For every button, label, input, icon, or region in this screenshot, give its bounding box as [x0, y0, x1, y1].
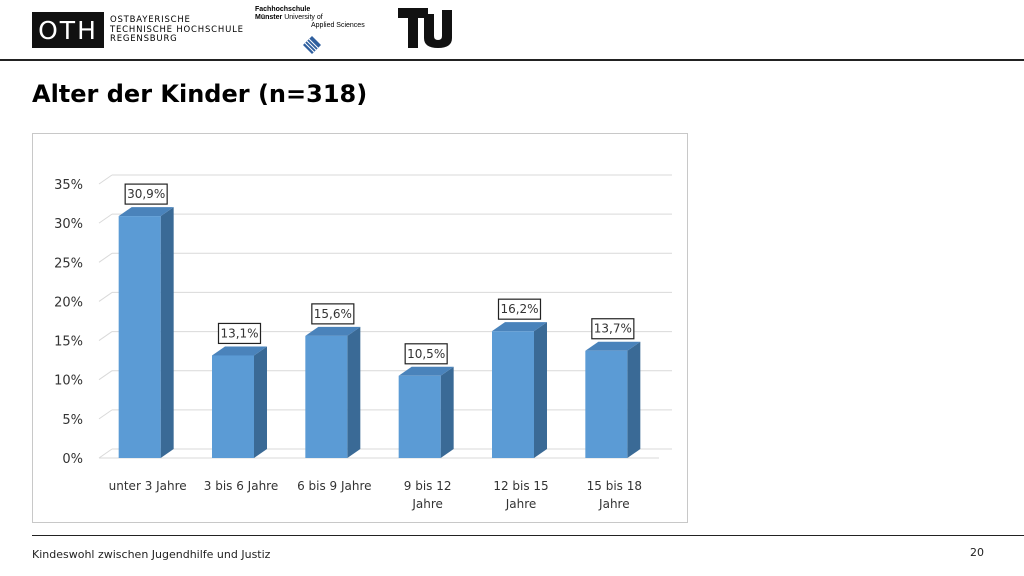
data-label: 10,5%	[407, 347, 445, 361]
bar-side	[160, 207, 174, 458]
bar-top	[398, 366, 454, 376]
chart-frame: 0% 5% 10% 15% 20% 25% 30% 35% 30,9% unter 3 Jahre…	[32, 133, 688, 523]
y-tick-label: 0%	[62, 452, 83, 467]
y-tick-label: 5%	[62, 413, 83, 428]
bar	[585, 350, 628, 458]
fh-line2-bold: Münster	[255, 14, 283, 21]
data-label: 13,1%	[220, 326, 258, 340]
fh-muenster-emblem-icon	[303, 36, 321, 54]
bar-chart: 0% 5% 10% 15% 20% 25% 30% 35% 30,9% unter 3 Jahre…	[54, 174, 672, 511]
footer-divider	[32, 535, 1024, 536]
x-tick-label: 6 bis 9 Jahre	[297, 479, 371, 493]
x-tick-label: unter 3 Jahre	[109, 479, 187, 493]
oth-logo-text: OTH	[38, 15, 98, 45]
gridline-side	[98, 370, 113, 381]
bar-side	[347, 326, 361, 458]
data-label-box	[217, 322, 262, 345]
oth-name: OSTBAYERISCHE TECHNISCHE HOCHSCHULE REGE…	[110, 15, 244, 45]
gridline-side	[98, 448, 113, 459]
bar	[212, 355, 254, 458]
gridline-side	[98, 331, 113, 341]
oth-logo: OTH	[32, 12, 104, 48]
data-label-box	[311, 303, 355, 325]
x-tick-label: 3 bis 6 Jahre	[204, 479, 278, 493]
y-tick-label: 10%	[54, 374, 83, 389]
bar-side	[534, 322, 547, 458]
bar-top	[492, 322, 547, 332]
y-tick-label: 25%	[54, 256, 83, 271]
oth-name-line: REGENSBURG	[110, 34, 178, 44]
data-label: 13,7%	[594, 322, 632, 336]
bar-side	[440, 366, 454, 458]
y-tick-label: 20%	[54, 295, 83, 310]
data-label-box	[124, 183, 168, 205]
bar	[492, 331, 534, 458]
footer-text: Kindeswohl zwischen Jugendhilfe und Just…	[32, 548, 271, 561]
x-tick-label: 12 bis 15	[493, 479, 548, 493]
data-label: 16,2%	[500, 302, 538, 316]
bar-top	[585, 341, 641, 351]
tu-berlin-logo: berlin	[398, 8, 464, 48]
gridline-side	[98, 292, 113, 302]
y-tick-label: 15%	[54, 335, 83, 350]
x-tick-label: Jahre	[598, 497, 630, 511]
x-tick-label: Jahre	[411, 497, 443, 511]
slide-title: Alter der Kinder (n=318)	[32, 80, 368, 108]
bar-side	[627, 341, 641, 458]
y-tick-label: 35%	[54, 178, 83, 193]
oth-name-line: TECHNISCHE HOCHSCHULE	[110, 24, 244, 35]
x-tick-label: 9 bis 12	[404, 479, 452, 493]
data-label-box	[591, 318, 635, 340]
x-tick-label: 15 bis 18	[587, 479, 642, 493]
gridline-side	[98, 213, 113, 224]
fh-muenster-logo-text: Fachhochschule Münster University of App…	[255, 6, 365, 30]
data-label: 15,6%	[314, 307, 352, 321]
bar-side	[254, 346, 267, 458]
gridline-side	[98, 174, 113, 185]
page-number: 20	[970, 546, 984, 559]
data-label-box	[497, 298, 542, 320]
y-tick-label: 30%	[54, 217, 83, 232]
gridline-side	[98, 252, 113, 263]
oth-name-line: OSTBAYERISCHE	[110, 15, 191, 25]
fh-line1: Fachhochschule	[255, 6, 311, 13]
bar	[118, 216, 161, 458]
data-label-box	[404, 343, 448, 365]
bar	[305, 335, 348, 458]
header-divider	[0, 59, 1024, 61]
data-label: 30,9%	[127, 187, 165, 201]
bar-top	[118, 207, 174, 217]
bar-top	[305, 326, 361, 336]
tu-logo-text: berlin	[455, 14, 464, 44]
bar	[398, 375, 441, 458]
gridline-side	[98, 409, 113, 420]
fh-line3: Applied Sciences	[311, 22, 365, 29]
x-tick-label: Jahre	[505, 497, 537, 511]
fh-line2: University of	[284, 14, 323, 21]
bar-top	[212, 346, 267, 356]
slide-header: OTH OSTBAYERISCHE TECHNISCHE HOCHSCHULE …	[0, 0, 1024, 61]
